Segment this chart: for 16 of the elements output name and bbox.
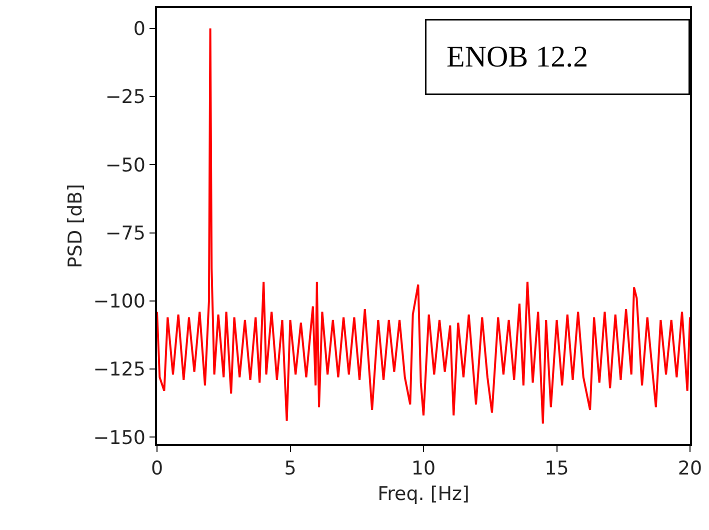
x-tick-label: 20 [678, 458, 702, 480]
y-tick-label: −25 [105, 86, 146, 108]
y-axis-title: PSD [dB] [64, 184, 87, 268]
annotation: ENOB 12.2 [446, 40, 588, 74]
y-tick-label: 0 [133, 18, 146, 40]
x-tick-label: 10 [411, 458, 436, 480]
y-tick-label: −100 [93, 290, 146, 313]
x-tick-label: 15 [544, 458, 569, 480]
line-series [157, 27, 690, 425]
y-tick-label: −150 [93, 426, 146, 449]
x-tick-label: 0 [150, 458, 164, 480]
y-tick-label: −50 [105, 154, 146, 176]
x-tick-label: 5 [284, 458, 296, 480]
y-tick-label: −75 [105, 222, 146, 244]
y-tick-label: −125 [93, 358, 146, 381]
x-axis-title: Freq. [Hz] [378, 482, 470, 505]
